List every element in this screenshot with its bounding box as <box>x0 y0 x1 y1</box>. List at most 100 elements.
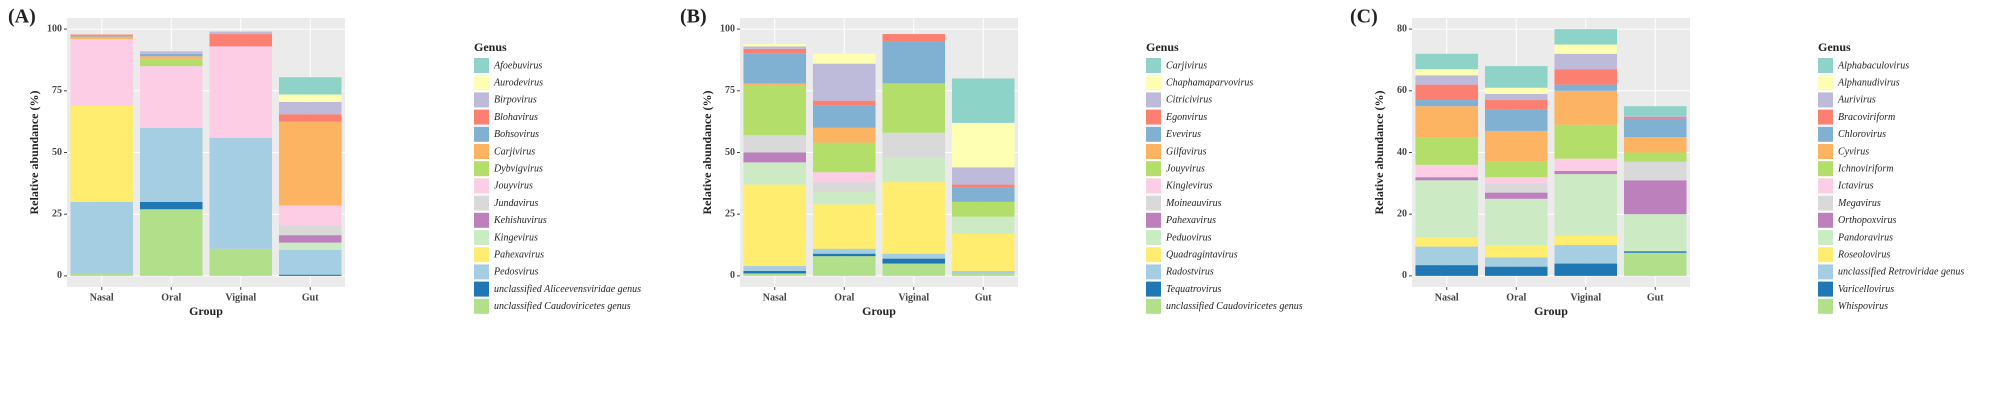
bar-segment <box>1554 171 1618 175</box>
legend-label: Dybvigvirus <box>493 163 543 174</box>
bar-segment <box>812 248 876 254</box>
legend-key <box>1818 247 1833 263</box>
legend-key <box>1146 195 1161 211</box>
bar-segment <box>743 162 807 185</box>
bar-segment <box>1484 161 1548 178</box>
bar-segment <box>812 172 876 183</box>
legend-label: Birpovirus <box>494 95 537 106</box>
legend-key <box>1818 75 1833 91</box>
y-tick-label: 60 <box>1397 85 1407 96</box>
y-tick-label: 25 <box>725 208 735 219</box>
legend-title: Genus <box>474 40 507 54</box>
legend-key <box>474 212 489 228</box>
bar-segment <box>882 253 946 259</box>
bar-segment <box>951 187 1015 202</box>
legend-key <box>1818 281 1833 297</box>
bar-segment <box>882 34 946 42</box>
bar-segment <box>951 122 1015 168</box>
bar-segment <box>278 101 342 115</box>
bar-segment <box>1554 263 1618 276</box>
legend-label: Radostvirus <box>1165 267 1214 278</box>
bar-segment <box>743 152 807 163</box>
bar-segment <box>882 157 946 183</box>
bar-segment <box>70 36 134 39</box>
bar-segment <box>278 274 342 276</box>
x-tick-label: Viginal <box>225 292 256 303</box>
legend-label: Jouyvirus <box>494 181 533 192</box>
x-axis-label: Group <box>862 304 896 318</box>
bar-segment <box>1554 90 1618 125</box>
bar-segment <box>1415 84 1479 101</box>
bar-segment <box>1554 44 1618 54</box>
legend-label: unclassified Caudoviricetes genus <box>494 301 631 312</box>
bar-segment <box>812 256 876 276</box>
x-tick-label: Viginal <box>1570 292 1601 303</box>
y-tick-label: 0 <box>57 270 62 281</box>
legend-label: Aurodevirus <box>493 77 543 88</box>
x-axis-label: Group <box>1534 304 1568 318</box>
y-tick-label: 100 <box>47 23 62 34</box>
legend-key <box>474 92 489 108</box>
legend-key <box>1818 212 1833 228</box>
bar-segment <box>1623 180 1687 215</box>
legend-key <box>474 126 489 142</box>
legend-label: Afoebuvirus <box>493 60 542 71</box>
bar-segment <box>209 31 273 35</box>
bar-segment <box>70 38 134 106</box>
bar-segment <box>1484 66 1548 88</box>
legend-key <box>1146 247 1161 263</box>
legend-key <box>474 178 489 194</box>
legend-key <box>1146 58 1161 73</box>
legend-label: Pahexavirus <box>493 249 544 260</box>
legend-label: Bracoviriform <box>1838 112 1895 123</box>
bar-segment <box>1484 257 1548 267</box>
bar-segment <box>278 121 342 206</box>
legend-key <box>1818 195 1833 211</box>
bar-segment <box>1484 183 1548 193</box>
bar-segment <box>882 132 946 158</box>
legend-label: Cyvirus <box>1838 146 1869 157</box>
y-tick-label: 40 <box>1397 147 1407 158</box>
bar-segment <box>1554 235 1618 246</box>
bar-segment <box>278 114 342 122</box>
bar-segment <box>1484 266 1548 276</box>
bar-segment <box>1484 130 1548 162</box>
legend-key <box>474 161 489 177</box>
bar-segment <box>1623 117 1687 119</box>
bar-segment <box>1554 29 1618 45</box>
y-tick-label: 50 <box>52 147 62 158</box>
bar-segment <box>1554 124 1618 159</box>
bar-segment <box>1415 75 1479 85</box>
bar-segment <box>139 66 203 128</box>
bar-segment <box>278 249 342 275</box>
legend-label: Kinglevirus <box>1165 181 1213 192</box>
bar-segment <box>1484 100 1548 110</box>
bar-segment <box>1415 106 1479 138</box>
bar-segment <box>812 204 876 249</box>
bar-segment <box>1484 109 1548 131</box>
legend-title: Genus <box>1818 40 1851 54</box>
panel-label: (B) <box>680 6 707 28</box>
legend-label: Tequatrovirus <box>1166 284 1221 295</box>
x-axis-label: Group <box>189 304 223 318</box>
legend-key <box>1146 126 1161 142</box>
legend-key <box>1818 178 1833 194</box>
legend-key <box>1818 161 1833 177</box>
legend-key <box>474 264 489 280</box>
bar-segment <box>1484 87 1548 94</box>
bar-segment <box>743 46 807 49</box>
legend-key <box>1146 230 1161 245</box>
legend-label: Chlorovirus <box>1838 129 1886 140</box>
bar-segment <box>951 273 1015 276</box>
bar-segment <box>1415 137 1479 165</box>
bar-segment <box>70 34 134 36</box>
bar-segment <box>139 127 203 202</box>
bar-segment <box>139 209 203 276</box>
legend-label: Jundavirus <box>494 198 539 209</box>
legend-key <box>1146 212 1161 228</box>
bar-segment <box>1623 251 1687 253</box>
bar-segment <box>1484 192 1548 199</box>
legend-key <box>474 281 489 297</box>
bar-segment <box>1623 161 1687 181</box>
